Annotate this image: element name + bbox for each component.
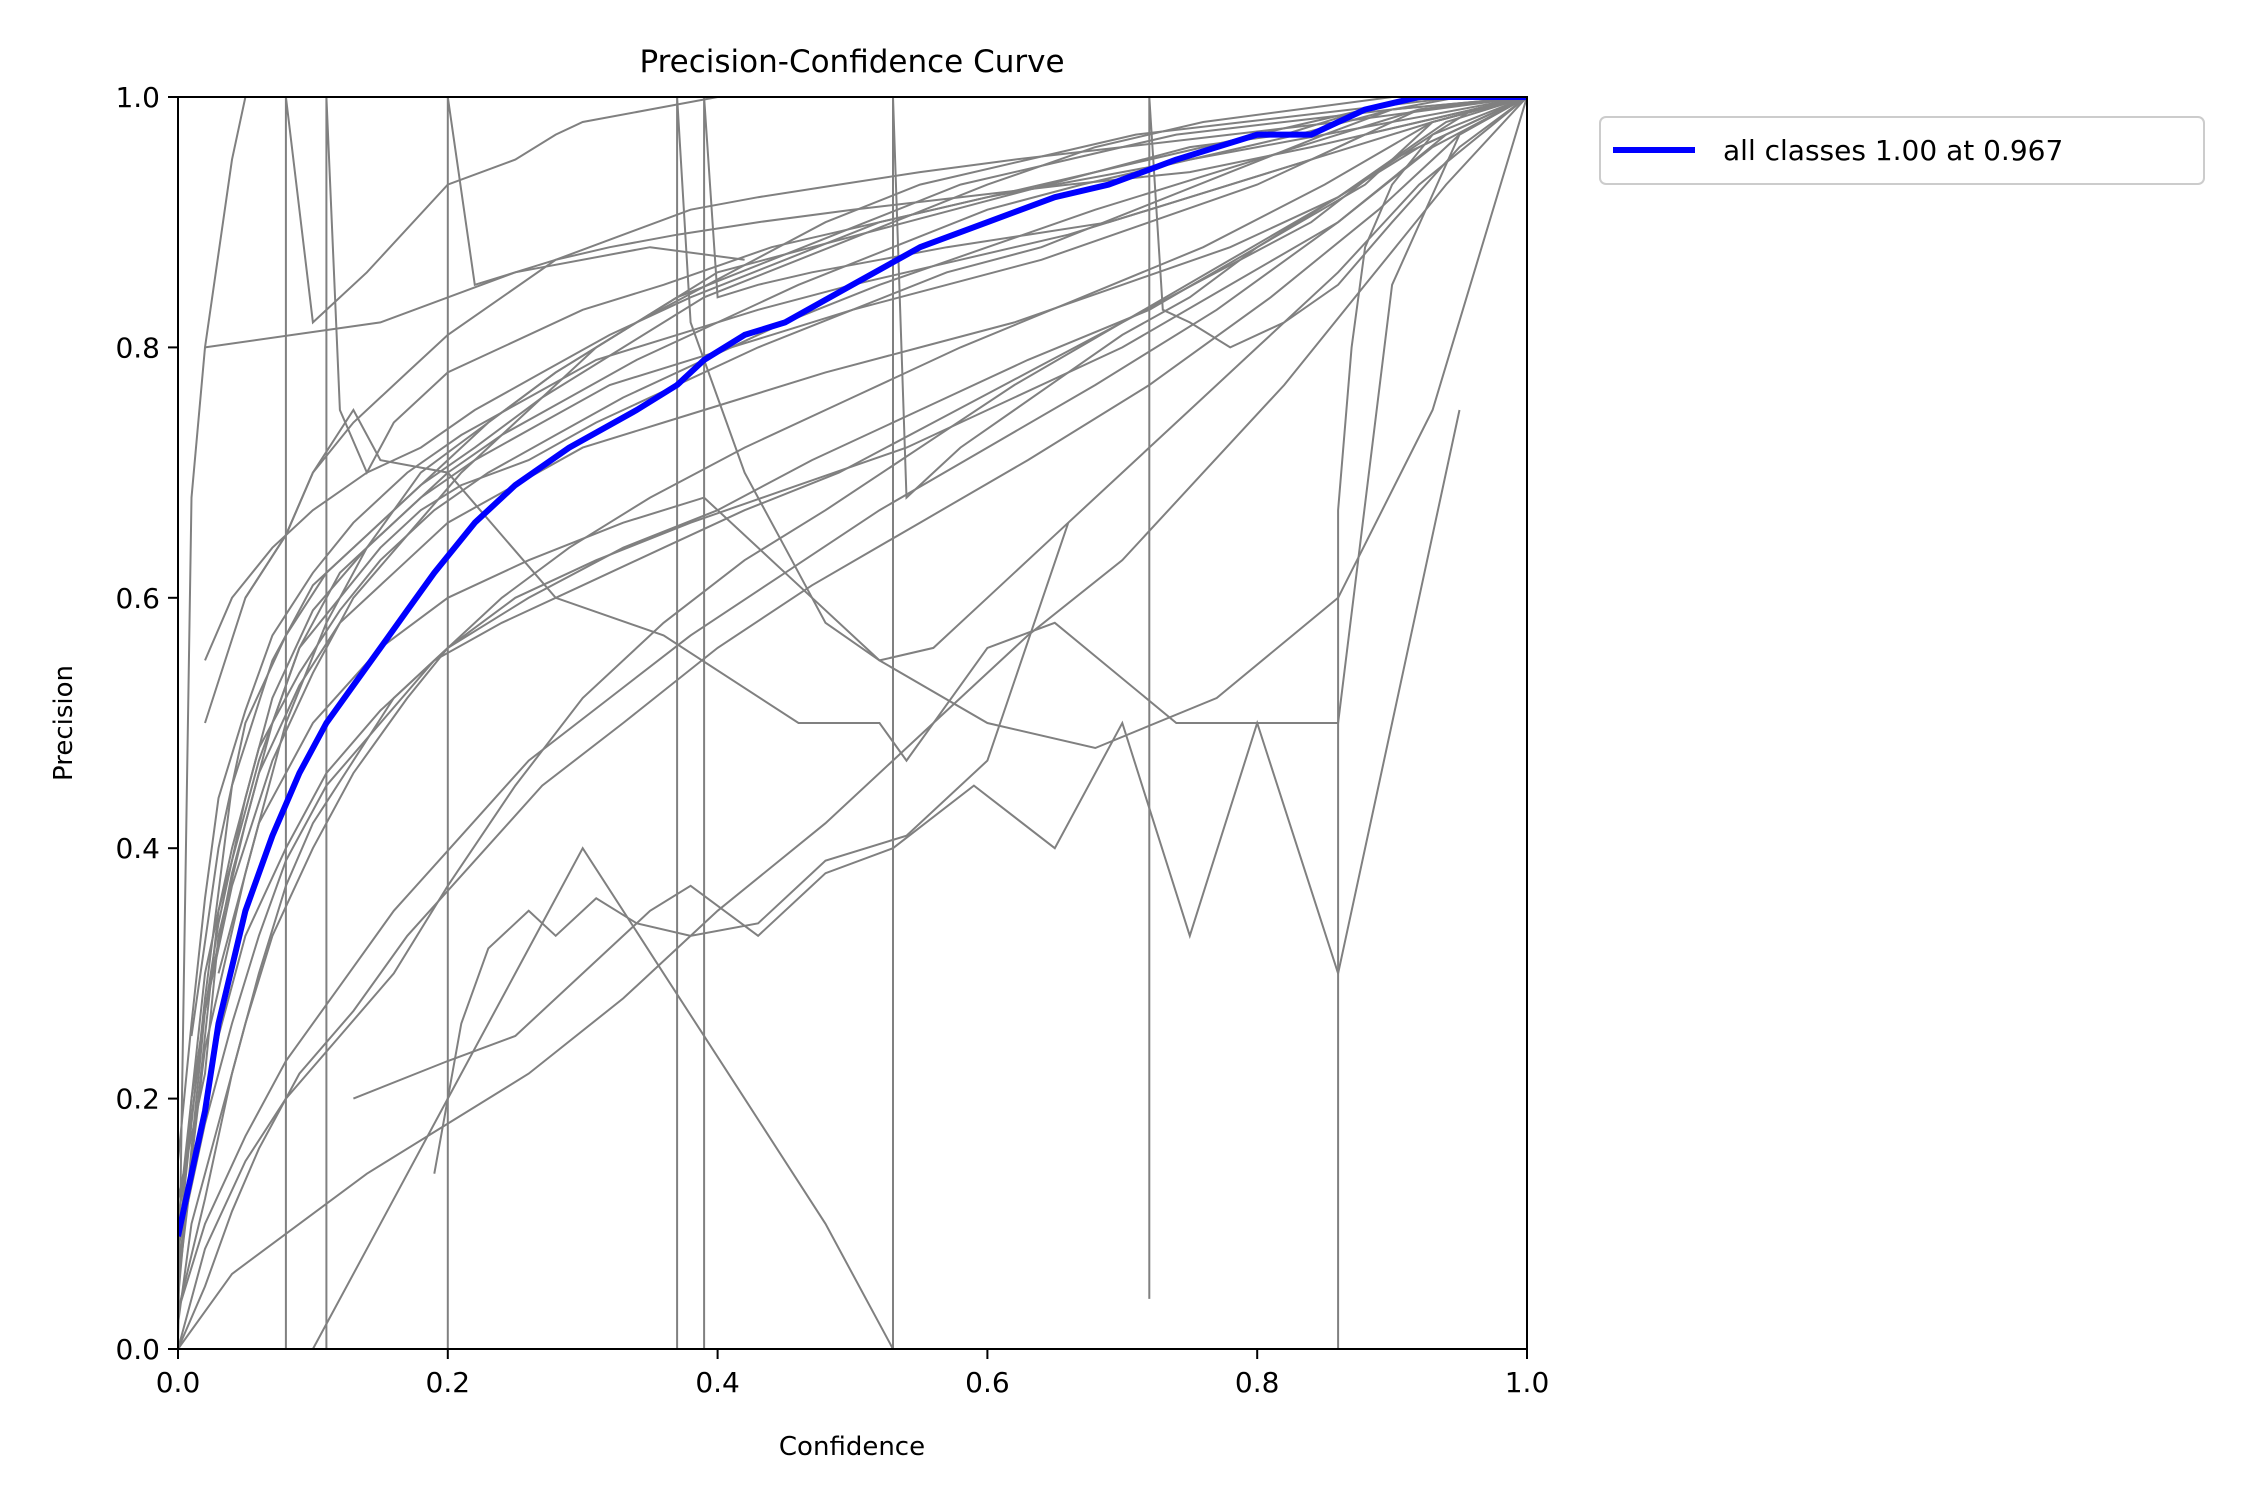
series-line-class-29: [1148, 97, 1527, 1299]
series-line-class-23: [284, 97, 1420, 1349]
legend-box: [1599, 116, 2205, 185]
series-line-class-30: [1337, 97, 1527, 1349]
x-tick-label-2: 0.4: [695, 1366, 740, 1399]
series-line-class-27: [703, 97, 1527, 1349]
x-tick-label-0: 0.0: [156, 1366, 201, 1399]
series-line-class-6: [178, 97, 1527, 1224]
y-tick-label-2: 0.4: [115, 832, 160, 865]
y-tick-label-3: 0.6: [115, 582, 160, 615]
series-line-class-9: [178, 97, 1527, 1299]
class-curves: [178, 97, 1527, 1349]
plot-frame: [177, 96, 1528, 1350]
series-line-class-33: [178, 97, 1527, 1349]
legend-label-mean-curve: all classes 1.00 at 0.967: [1723, 134, 2063, 167]
mean-curve-group: [178, 97, 1527, 1237]
x-tick-label-4: 0.8: [1235, 1366, 1280, 1399]
chart-title: Precision-Confidence Curve: [639, 44, 1064, 80]
series-line-class-28: [892, 97, 1527, 1349]
legend: all classes 1.00 at 0.967: [1599, 116, 2205, 185]
series-line-class-32: [353, 409, 1461, 1100]
series-line-class-21: [244, 97, 1527, 599]
x-tick-label-1: 0.2: [426, 1366, 471, 1399]
series-line-class-17: [178, 97, 1527, 1349]
series-line-class-22: [178, 97, 1527, 1312]
x-axis: 0.0 0.2 0.4 0.6 0.8 1.0: [156, 1349, 1550, 1399]
y-tick-label-5: 1.0: [115, 81, 160, 114]
series-line-class-20: [178, 97, 1527, 1250]
y-tick-label-0: 0.0: [115, 1333, 160, 1366]
series-line-class-11: [178, 97, 1527, 1312]
series-line-class-24: [325, 97, 1527, 1349]
series-line-class-36: [217, 97, 1527, 974]
y-tick-label-1: 0.2: [115, 1083, 160, 1116]
series-line-class-25: [446, 97, 1527, 1349]
series-line-all-classes: [178, 97, 1527, 1237]
x-axis-label: Confidence: [779, 1432, 925, 1462]
y-axis: 0.0 0.2 0.4 0.6 0.8 1.0: [115, 81, 178, 1366]
series-line-class-12: [178, 97, 1527, 1262]
x-tick-label-3: 0.6: [965, 1366, 1010, 1399]
series-line-class-34: [312, 846, 894, 1349]
y-axis-label: Precision: [49, 665, 79, 781]
x-tick-label-5: 1.0: [1505, 1366, 1550, 1399]
y-tick-label-4: 0.8: [115, 331, 160, 364]
